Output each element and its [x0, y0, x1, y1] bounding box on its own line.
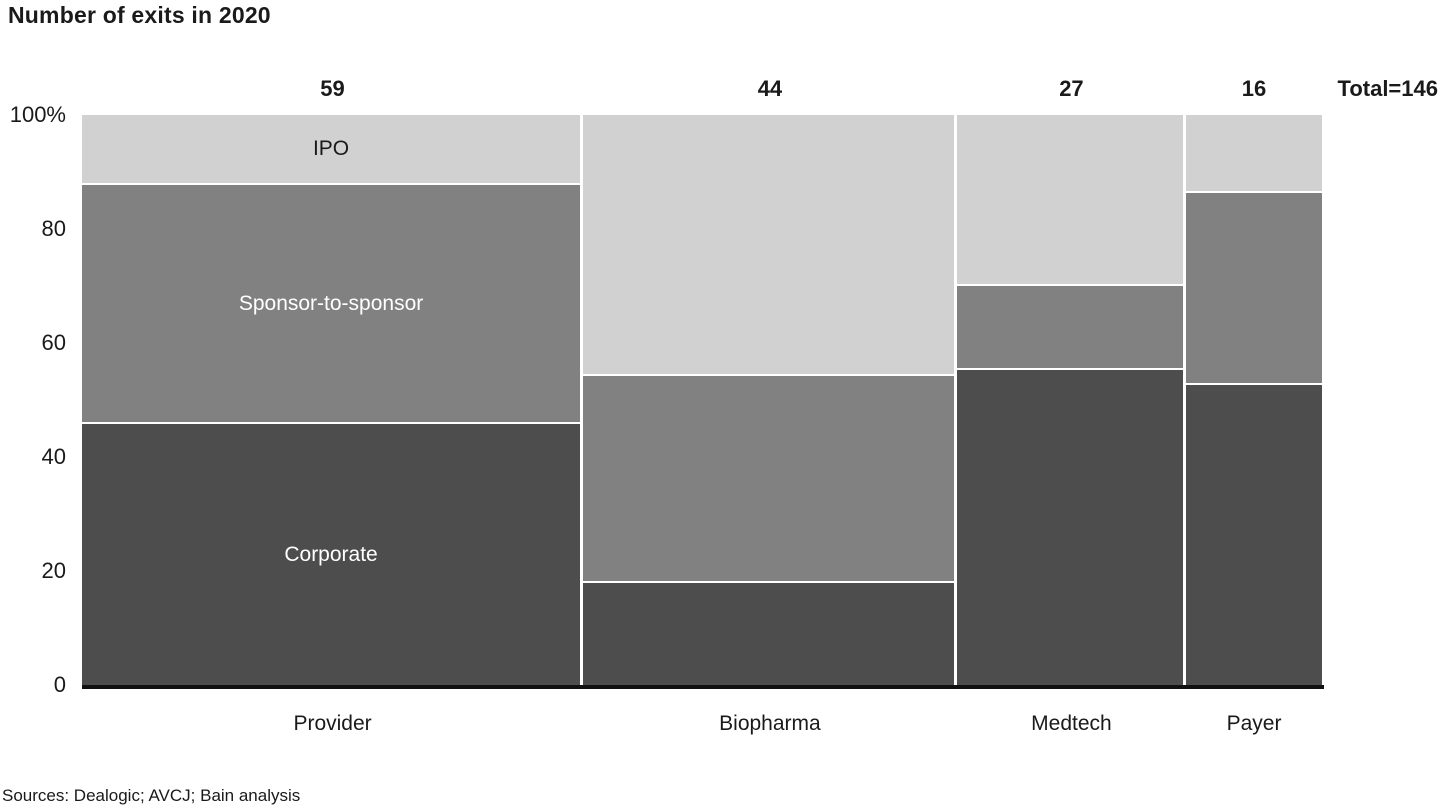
segment-provider-ipo: IPO	[82, 115, 581, 183]
category-label-medtech: Medtech	[1031, 712, 1112, 735]
category-row: Provider Biopharma Medtech Payer	[82, 708, 1322, 740]
category-label-biopharma: Biopharma	[719, 712, 821, 735]
column-value-provider: 59	[320, 76, 345, 101]
y-tick-label: 0	[53, 672, 66, 697]
total-label: Total=146	[1337, 76, 1438, 101]
category-label-payer: Payer	[1226, 712, 1282, 735]
segment-medtech-corporate	[956, 368, 1184, 685]
bar-medtech	[956, 115, 1187, 685]
segment-biopharma-ipo	[583, 115, 954, 375]
bars-row: IPO Sponsor-to-sponsor Corporate	[82, 115, 1322, 685]
x-axis-baseline	[82, 685, 1324, 689]
y-tick-label: 20	[41, 558, 66, 583]
segment-biopharma-corporate	[583, 581, 954, 685]
segment-payer-ipo	[1186, 115, 1322, 192]
segment-medtech-sponsor-to-sponsor	[956, 283, 1184, 369]
y-tick-label: 80	[41, 216, 66, 241]
segment-provider-sponsor-to-sponsor: Sponsor-to-sponsor	[82, 182, 581, 423]
segment-label-corporate: Corporate	[284, 542, 378, 566]
column-value-medtech: 27	[1059, 76, 1084, 101]
bar-payer	[1186, 115, 1322, 685]
segment-medtech-ipo	[956, 115, 1184, 284]
y-tick-label: 100%	[9, 102, 66, 127]
category-label-provider: Provider	[293, 712, 372, 735]
column-value-biopharma: 44	[757, 76, 783, 101]
y-tick-label: 60	[41, 330, 66, 355]
chart-title: Number of exits in 2020	[8, 2, 271, 28]
column-values-row: 59 44 27 16	[82, 74, 1322, 104]
segment-label-ipo: IPO	[312, 136, 350, 160]
y-tick-label: 40	[41, 444, 66, 469]
segment-biopharma-sponsor-to-sponsor	[583, 374, 954, 582]
segment-label-sponsor-to-sponsor: Sponsor-to-sponsor	[238, 291, 424, 315]
segment-provider-corporate: Corporate	[82, 422, 581, 685]
column-value-payer: 16	[1241, 76, 1267, 101]
bar-biopharma	[583, 115, 957, 685]
y-axis: 100% 80 60 40 20 0	[0, 102, 72, 697]
bar-provider: IPO Sponsor-to-sponsor Corporate	[82, 115, 584, 685]
segment-payer-corporate	[1186, 382, 1322, 685]
segment-payer-sponsor-to-sponsor	[1186, 191, 1322, 383]
source-note: Sources: Dealogic; AVCJ; Bain analysis	[2, 786, 301, 805]
